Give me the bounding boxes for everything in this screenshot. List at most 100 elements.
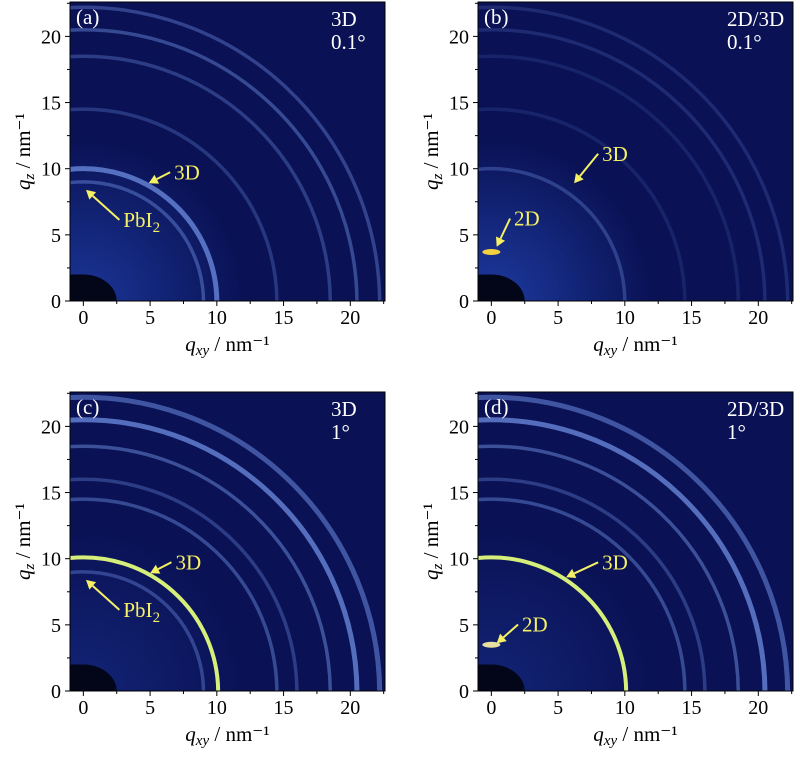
diffraction-ring	[478, 167, 627, 301]
annotation-label: PbI2	[123, 598, 160, 626]
detector-image	[478, 2, 793, 301]
diffraction-ring	[70, 28, 359, 301]
annotation-label: 3D	[175, 550, 201, 574]
sample-label: 2D/3D	[727, 7, 784, 31]
y-axis-label: qz / nm⁻¹	[419, 503, 446, 580]
diffraction-ring	[70, 107, 279, 301]
diffraction-ring	[478, 54, 741, 301]
panel-d: 00 5 5 10 10 15 15 20 20 qxy / nm⁻¹ qz / nm⁻¹ (d) 2D…	[419, 391, 794, 749]
annotation-arrow	[157, 561, 172, 571]
y-tick-label: 10	[41, 549, 61, 571]
x-tick-label: 5	[145, 697, 155, 719]
incidence-angle-label: 1°	[727, 420, 746, 444]
y-tick-label: 0	[459, 681, 469, 703]
arrow-head-icon	[150, 564, 161, 574]
annotation-label: 2D	[514, 207, 540, 231]
scatter-glow	[70, 2, 385, 301]
arrow-head-icon	[86, 189, 97, 200]
arrow-head-icon	[86, 579, 97, 590]
beamstop-shadow	[70, 274, 117, 301]
sample-label: 2D/3D	[727, 397, 784, 421]
annotation-label: PbI2	[123, 208, 160, 236]
y-tick-label: 15	[449, 483, 469, 505]
y-tick-label: 15	[449, 93, 469, 115]
x-tick-label: 20	[748, 307, 768, 329]
diffraction-ring	[478, 555, 629, 691]
beamstop-shadow	[70, 664, 117, 691]
annotation-arrow	[156, 171, 171, 181]
x-tick-label: 5	[553, 307, 563, 329]
2d-peak-spot	[482, 641, 501, 648]
diffraction-ring	[478, 5, 790, 301]
incidence-angle-label: 0.1°	[331, 30, 366, 54]
diffraction-ring	[70, 444, 333, 691]
arrow-head-icon	[496, 633, 507, 644]
x-tick-label: 0	[78, 697, 88, 719]
x-tick-label: 20	[748, 697, 768, 719]
panel-label: (d)	[484, 395, 509, 419]
diffraction-ring	[70, 570, 206, 691]
panel-a: 00 5 5 10 10 15 15 20 20 qxy / nm⁻¹ qz / nm⁻¹ (a) 3D…	[11, 1, 386, 359]
diffraction-ring	[478, 417, 768, 691]
annotation-arrow	[92, 195, 121, 221]
plot-frame	[69, 1, 386, 302]
diffraction-ring	[70, 54, 333, 301]
diffraction-ring	[478, 477, 707, 691]
x-tick-label: 0	[486, 697, 496, 719]
annotation-label: 3D	[602, 142, 628, 166]
x-tick-label: 0	[486, 307, 496, 329]
scatter-glow	[70, 392, 385, 691]
y-tick-label: 20	[449, 416, 469, 438]
arrow-head-icon	[574, 173, 584, 184]
y-tick-label: 15	[41, 483, 61, 505]
x-tick-label: 10	[207, 697, 227, 719]
detector-image	[70, 2, 385, 301]
x-tick-label: 0	[78, 307, 88, 329]
diffraction-ring	[478, 497, 687, 691]
x-tick-label: 5	[553, 697, 563, 719]
y-tick-label: 5	[459, 615, 469, 637]
y-tick-label: 20	[41, 26, 61, 48]
diffraction-ring	[70, 555, 221, 691]
diffraction-ring	[478, 107, 687, 301]
scatter-glow	[478, 2, 793, 301]
annotation-arrow	[573, 561, 599, 575]
arrow-head-icon	[496, 236, 506, 247]
annotation-label: 3D	[174, 160, 200, 184]
y-tick-label: 5	[51, 225, 61, 247]
y-tick-label: 0	[51, 291, 61, 313]
x-axis-label: qxy / nm⁻¹	[593, 332, 677, 359]
x-tick-label: 5	[145, 307, 155, 329]
y-tick-label: 0	[51, 681, 61, 703]
beamstop-shadow	[478, 274, 525, 301]
x-tick-label: 10	[207, 307, 227, 329]
sample-label: 3D	[331, 7, 357, 31]
detector-image	[478, 392, 793, 691]
x-axis-label: qxy / nm⁻¹	[593, 722, 677, 749]
diffraction-ring	[70, 497, 279, 691]
annotation-arrow	[499, 218, 511, 240]
y-tick-label: 10	[449, 549, 469, 571]
diffraction-ring	[478, 444, 741, 691]
panel-c: 00 5 5 10 10 15 15 20 20 qxy / nm⁻¹ qz / nm⁻¹ (c) 3D…	[11, 391, 386, 749]
diffraction-ring	[70, 417, 360, 691]
y-axis-label: qz / nm⁻¹	[11, 113, 38, 190]
x-tick-label: 20	[340, 697, 360, 719]
x-tick-label: 15	[274, 697, 294, 719]
annotation-arrow	[502, 623, 519, 639]
panel-label: (a)	[76, 5, 99, 29]
x-axis-label: qxy / nm⁻¹	[185, 332, 269, 359]
y-tick-label: 20	[449, 26, 469, 48]
2d-peak-spot	[482, 249, 501, 256]
scatter-glow	[478, 392, 793, 691]
y-axis-label: qz / nm⁻¹	[11, 503, 38, 580]
arrow-head-icon	[566, 568, 577, 578]
panel-label: (b)	[484, 5, 509, 29]
plot-frame	[477, 1, 794, 302]
diffraction-ring	[70, 5, 382, 301]
beamstop-shadow	[478, 664, 525, 691]
y-axis-label: qz / nm⁻¹	[419, 113, 446, 190]
incidence-angle-label: 1°	[331, 420, 350, 444]
annotation-arrow	[579, 153, 599, 177]
